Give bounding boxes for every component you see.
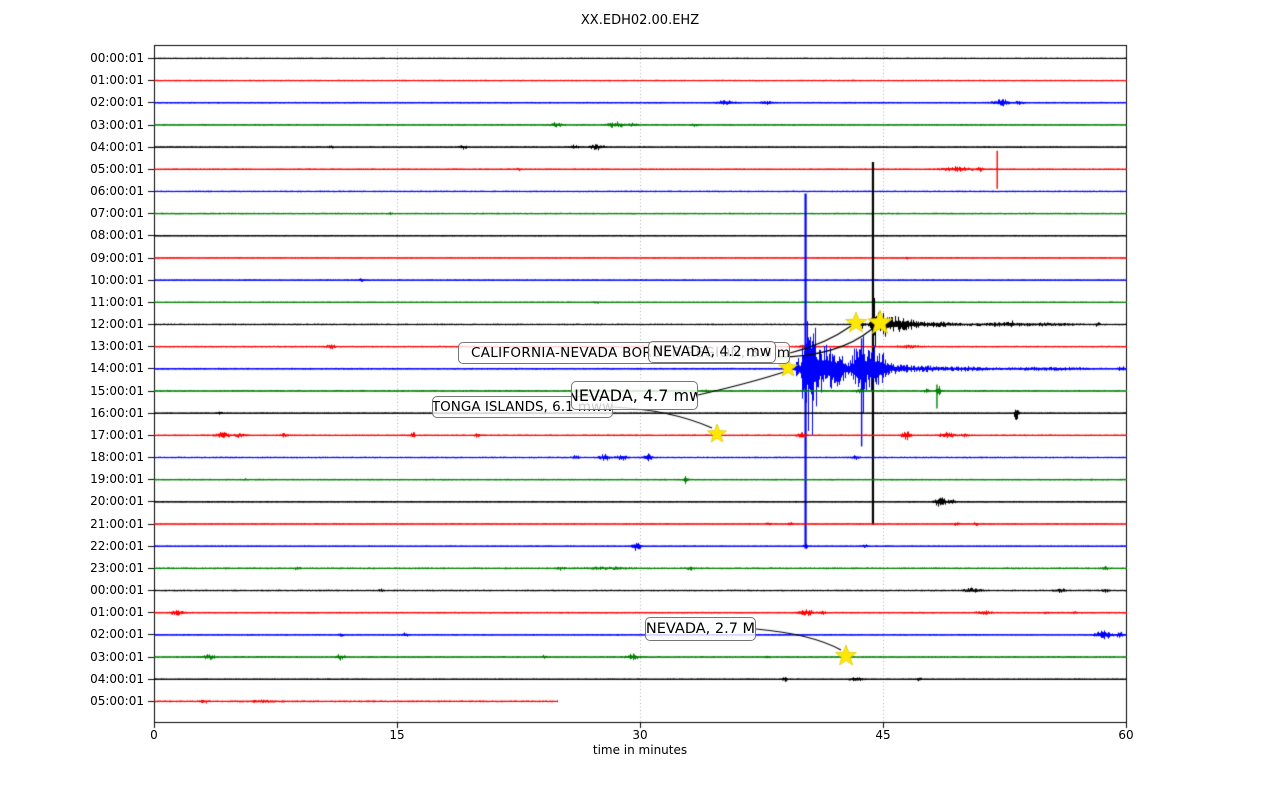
x-axis-label: time in minutes: [592, 743, 688, 757]
event-annotation: TONGA ISLANDS, 6.1 mww: [432, 396, 613, 418]
y-tick-label: 05:00:01: [90, 161, 144, 176]
plot-title: XX.EDH02.00.EHZ: [580, 13, 700, 28]
x-tick-label: 0: [150, 728, 158, 742]
y-tick-label: 02:00:01: [90, 627, 144, 642]
y-tick-label: 00:00:01: [90, 583, 144, 598]
y-tick-label: 06:00:01: [90, 184, 144, 199]
y-tick-label: 04:00:01: [90, 671, 144, 686]
y-tick-label: 20:00:01: [90, 494, 144, 509]
y-tick-label: 05:00:01: [90, 693, 144, 708]
y-tick-label: 04:00:01: [90, 139, 144, 154]
x-tick-label: 15: [389, 728, 405, 742]
x-tick-label: 60: [1118, 728, 1134, 742]
y-tick-label: 11:00:01: [90, 294, 144, 309]
y-tick-label: 17:00:01: [90, 427, 144, 442]
event-annotation: NEVADA, 2.7 M: [645, 617, 756, 641]
y-tick-label: 12:00:01: [90, 317, 144, 332]
y-tick-label: 07:00:01: [90, 206, 144, 221]
x-tick-label: 30: [632, 728, 648, 742]
y-tick-label: 08:00:01: [90, 228, 144, 243]
y-tick-label: 13:00:01: [90, 339, 144, 354]
x-tick-label: 45: [875, 728, 891, 742]
y-tick-label: 02:00:01: [90, 95, 144, 110]
y-tick-label: 18:00:01: [90, 450, 144, 465]
y-tick-label: 21:00:01: [90, 516, 144, 531]
y-tick-label: 01:00:01: [90, 73, 144, 88]
y-tick-label: 01:00:01: [90, 605, 144, 620]
y-tick-label: 09:00:01: [90, 250, 144, 265]
y-tick-label: 10:00:01: [90, 272, 144, 287]
y-tick-label: 14:00:01: [90, 361, 144, 376]
event-annotation: NEVADA, 4.7 mw: [571, 381, 698, 410]
event-annotation: NEVADA, 4.2 mw: [648, 341, 776, 363]
y-tick-label: 23:00:01: [90, 560, 144, 575]
y-tick-label: 22:00:01: [90, 538, 144, 553]
y-tick-label: 00:00:01: [90, 51, 144, 65]
y-tick-label: 16:00:01: [90, 405, 144, 420]
y-tick-label: 19:00:01: [90, 472, 144, 487]
y-tick-label: 03:00:01: [90, 117, 144, 132]
y-tick-label: 03:00:01: [90, 649, 144, 664]
y-tick-label: 15:00:01: [90, 383, 144, 398]
